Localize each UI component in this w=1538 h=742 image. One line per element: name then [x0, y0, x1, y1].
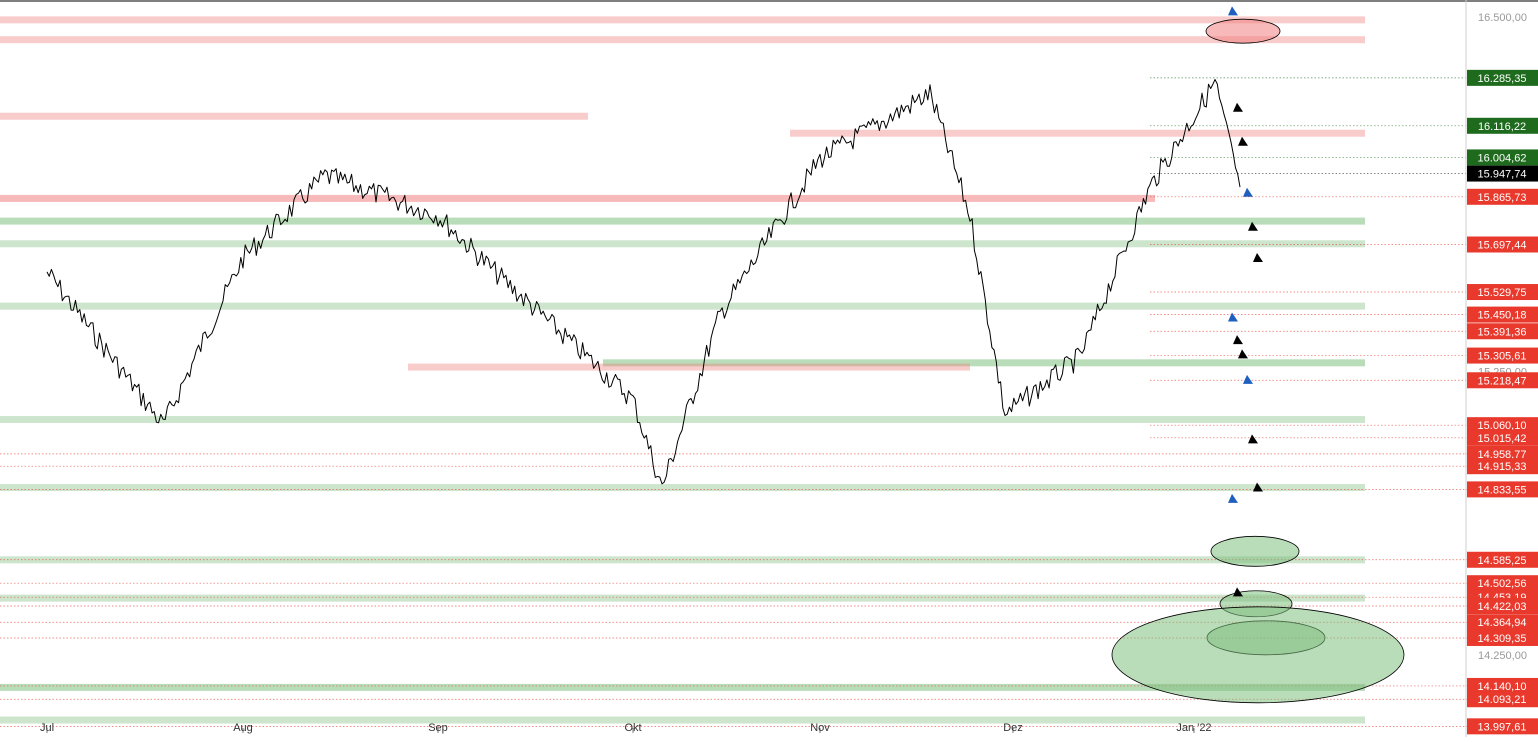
projection-marker-13 [1233, 587, 1243, 597]
resistance-zone-9 [408, 363, 970, 371]
y-tick-label-0: 16.500,00 [1478, 12, 1527, 24]
price-series [46, 79, 1241, 485]
price-label-20: 14.364,94 [1478, 617, 1527, 629]
support-zone-10 [0, 416, 1365, 424]
price-label-0: 16.285,35 [1478, 73, 1527, 85]
price-label-box-7 [1467, 306, 1538, 323]
price-label-box-6 [1467, 284, 1538, 301]
price-label-13: 14.958,77 [1478, 449, 1527, 461]
price-label-21: 14.309,35 [1478, 633, 1527, 645]
price-label-6: 15.529,75 [1478, 287, 1527, 299]
support-zone-11 [0, 484, 1365, 492]
x-tick-label-5: Dez [1003, 722, 1023, 734]
x-tick-label-1: Aug [233, 722, 253, 734]
resistance-zone-0 [0, 16, 1365, 24]
dotted-level-lines [0, 77, 1468, 727]
support-zone-14 [0, 683, 1365, 691]
projection-marker-2 [1238, 136, 1248, 146]
projection-marker-8 [1238, 349, 1248, 359]
price-label-4: 15.865,73 [1478, 192, 1527, 204]
price-label-box-16 [1467, 551, 1538, 568]
price-label-12: 15.015,42 [1478, 433, 1527, 445]
projection-marker-3 [1243, 187, 1253, 197]
y-axis: 16.500,0015.250,0014.250,0016.285,3516.1… [1467, 12, 1538, 735]
x-tick-label-0: Jul [40, 722, 54, 734]
projection-markers [1228, 6, 1263, 597]
projection-marker-1 [1233, 102, 1243, 112]
support-zone-6 [0, 240, 1365, 248]
projection-marker-0 [1228, 6, 1238, 16]
price-label-box-22 [1467, 677, 1538, 694]
y-tick-label-2: 14.250,00 [1478, 650, 1527, 662]
price-label-box-8 [1467, 323, 1538, 340]
price-label-box-10 [1467, 372, 1538, 389]
price-label-box-3 [1467, 165, 1538, 182]
price-label-22: 14.140,10 [1478, 681, 1527, 693]
price-label-2: 16.004,62 [1478, 152, 1527, 164]
projection-marker-11 [1253, 482, 1263, 492]
price-label-8: 15.391,36 [1478, 326, 1527, 338]
price-label-box-14 [1467, 458, 1538, 475]
resistance-zone-1 [0, 36, 1365, 44]
price-label-box-1 [1467, 117, 1538, 134]
resistance-zone-3 [790, 129, 1365, 137]
price-label-box-13 [1467, 445, 1538, 462]
target-ellipses [1111, 18, 1405, 704]
price-label-box-21 [1467, 629, 1538, 646]
projection-marker-5 [1253, 252, 1263, 262]
price-label-box-4 [1467, 188, 1538, 205]
zones-layer [0, 16, 1365, 724]
support-zone-13 [0, 594, 1365, 602]
target-ellipse-4 [1111, 606, 1405, 704]
projection-marker-4 [1248, 221, 1258, 231]
price-label-19: 14.422,03 [1478, 601, 1527, 613]
price-label-15: 14.833,55 [1478, 484, 1527, 496]
price-label-box-23 [1467, 691, 1538, 708]
projection-marker-7 [1233, 335, 1243, 345]
price-label-5: 15.697,44 [1478, 240, 1527, 252]
price-label-box-20 [1467, 614, 1538, 631]
support-zone-8 [603, 359, 1365, 367]
price-label-box-9 [1467, 347, 1538, 364]
price-label-23: 14.093,21 [1478, 694, 1527, 706]
x-tick-label-4: Nov [810, 722, 830, 734]
price-label-1: 16.116,22 [1478, 121, 1526, 133]
target-ellipse-1 [1210, 535, 1300, 567]
price-label-box-19 [1467, 598, 1538, 615]
target-ellipse-0 [1205, 18, 1281, 44]
price-label-3: 15.947,74 [1478, 169, 1527, 181]
projection-marker-12 [1228, 493, 1238, 503]
price-label-box-24 [1467, 718, 1538, 735]
price-label-box-2 [1467, 149, 1538, 166]
support-zone-5 [0, 217, 1365, 225]
price-label-7: 15.450,18 [1478, 310, 1527, 322]
support-zone-7 [0, 302, 1365, 310]
x-tick-label-3: Okt [624, 722, 641, 734]
resistance-zone-4 [0, 194, 1155, 202]
price-label-box-5 [1467, 236, 1538, 253]
projection-marker-10 [1248, 434, 1258, 444]
price-label-box-12 [1467, 429, 1538, 446]
x-axis: Jul Aug Sep Okt Nov Dez Jan '22 [40, 722, 1212, 734]
x-tick-label-6: Jan '22 [1176, 722, 1211, 734]
projection-marker-6 [1228, 312, 1238, 322]
price-label-14: 14.915,33 [1478, 461, 1527, 473]
price-label-10: 15.218,47 [1478, 375, 1527, 387]
price-label-box-17 [1467, 575, 1538, 592]
price-label-box-11 [1467, 417, 1538, 434]
projection-marker-9 [1243, 374, 1253, 384]
resistance-zone-2 [0, 112, 588, 120]
support-zone-15 [0, 716, 1365, 724]
x-tick-label-2: Sep [428, 722, 448, 734]
price-label-9: 15.305,61 [1478, 351, 1527, 363]
price-label-box-0 [1467, 69, 1538, 86]
price-label-11: 15.060,10 [1478, 420, 1527, 432]
price-label-17: 14.502,56 [1478, 578, 1527, 590]
price-line [46, 79, 1241, 485]
price-label-24: 13.997,61 [1478, 721, 1527, 733]
price-label-16: 14.585,25 [1478, 555, 1527, 567]
price-label-box-15 [1467, 481, 1538, 498]
